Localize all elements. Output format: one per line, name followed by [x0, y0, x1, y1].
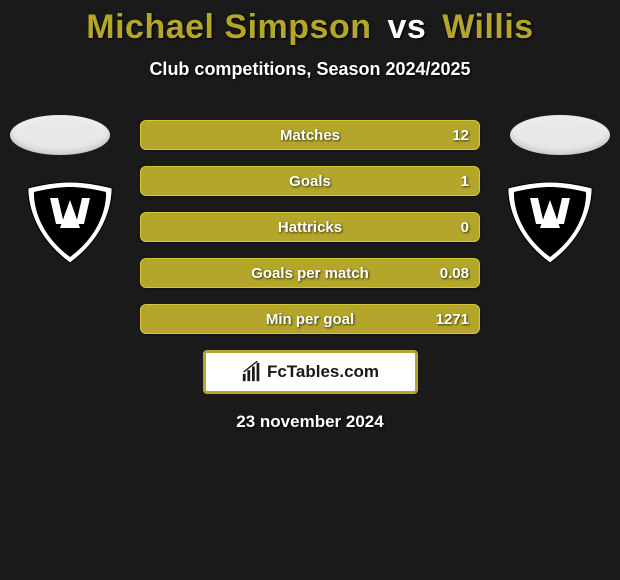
- stat-label: Goals: [289, 173, 331, 190]
- player1-avatar: [10, 115, 110, 155]
- shield-icon: [20, 180, 120, 265]
- bar-chart-icon: [241, 361, 263, 383]
- brand-inner: FcTables.com: [241, 361, 379, 383]
- stat-label: Goals per match: [251, 265, 369, 282]
- player2-name: Willis: [442, 8, 534, 46]
- stat-value: 12: [452, 127, 469, 144]
- date-text: 23 november 2024: [0, 412, 620, 432]
- player2-avatar: [510, 115, 610, 155]
- stat-value: 0.08: [440, 265, 469, 282]
- stat-row-goals-per-match: Goals per match 0.08: [140, 258, 480, 288]
- brand-box[interactable]: FcTables.com: [203, 350, 418, 394]
- stat-row-hattricks: Hattricks 0: [140, 212, 480, 242]
- player1-name: Michael Simpson: [86, 8, 371, 46]
- player1-club-badge: [20, 180, 120, 265]
- stat-value: 1271: [436, 311, 469, 328]
- stat-label: Min per goal: [266, 311, 354, 328]
- stat-row-goals: Goals 1: [140, 166, 480, 196]
- stat-row-matches: Matches 12: [140, 120, 480, 150]
- stat-label: Matches: [280, 127, 340, 144]
- stat-row-min-per-goal: Min per goal 1271: [140, 304, 480, 334]
- vs-label: vs: [387, 8, 426, 46]
- stat-value: 0: [461, 219, 469, 236]
- subtitle: Club competitions, Season 2024/2025: [0, 59, 620, 80]
- player2-club-badge: [500, 180, 600, 265]
- stats-panel: Matches 12 Goals 1 Hattricks 0 Goals per…: [0, 120, 620, 432]
- shield-icon: [500, 180, 600, 265]
- brand-text: FcTables.com: [267, 362, 379, 382]
- page-title: Michael Simpson vs Willis: [0, 0, 620, 47]
- stat-label: Hattricks: [278, 219, 342, 236]
- stat-value: 1: [461, 173, 469, 190]
- stat-rows: Matches 12 Goals 1 Hattricks 0 Goals per…: [140, 120, 480, 334]
